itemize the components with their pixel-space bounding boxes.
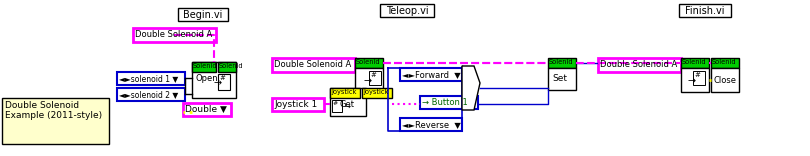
Text: ◄►solenoid 1 ▼: ◄►solenoid 1 ▼ xyxy=(119,74,178,83)
FancyBboxPatch shape xyxy=(362,88,392,98)
Text: ◄►solenoid 2 ▼: ◄►solenoid 2 ▼ xyxy=(119,90,178,99)
Text: #: # xyxy=(370,72,376,78)
Text: Close: Close xyxy=(713,76,736,85)
Text: Joystick: Joystick xyxy=(331,89,356,95)
Text: #: # xyxy=(694,72,700,78)
FancyBboxPatch shape xyxy=(192,62,236,98)
Text: Joystick 1: Joystick 1 xyxy=(274,100,318,109)
Text: ◄►Forward  ▼: ◄►Forward ▼ xyxy=(402,70,461,79)
FancyBboxPatch shape xyxy=(679,4,731,17)
Text: Double ▼: Double ▼ xyxy=(185,105,227,114)
FancyBboxPatch shape xyxy=(548,68,576,90)
FancyBboxPatch shape xyxy=(332,100,342,112)
Text: →: → xyxy=(214,78,222,88)
Text: Double Solenoid A: Double Solenoid A xyxy=(600,60,677,69)
FancyBboxPatch shape xyxy=(681,58,709,68)
FancyBboxPatch shape xyxy=(598,58,681,72)
FancyBboxPatch shape xyxy=(711,68,739,92)
FancyBboxPatch shape xyxy=(2,98,109,144)
FancyBboxPatch shape xyxy=(380,4,434,17)
Text: →: → xyxy=(364,76,372,86)
Text: Double Solenoid
Example (2011-style): Double Solenoid Example (2011-style) xyxy=(5,101,102,120)
FancyBboxPatch shape xyxy=(272,98,324,111)
Text: Solenid: Solenid xyxy=(193,63,218,69)
FancyBboxPatch shape xyxy=(420,96,478,109)
Text: #: # xyxy=(333,101,339,106)
FancyBboxPatch shape xyxy=(178,8,228,21)
FancyBboxPatch shape xyxy=(218,74,230,90)
FancyBboxPatch shape xyxy=(218,62,236,72)
Text: Double Solenoid A: Double Solenoid A xyxy=(135,30,212,39)
Text: Begin.vi: Begin.vi xyxy=(183,10,223,20)
Text: Teleop.vi: Teleop.vi xyxy=(386,6,428,16)
Text: Joystick: Joystick xyxy=(363,89,388,95)
FancyBboxPatch shape xyxy=(355,68,383,92)
FancyBboxPatch shape xyxy=(272,58,355,72)
FancyBboxPatch shape xyxy=(681,68,709,92)
Text: Solenid: Solenid xyxy=(549,59,573,65)
Text: Get: Get xyxy=(340,100,355,109)
FancyBboxPatch shape xyxy=(183,103,231,116)
Text: →: → xyxy=(688,76,696,86)
FancyBboxPatch shape xyxy=(369,71,381,85)
Text: Solenid: Solenid xyxy=(356,59,381,65)
Polygon shape xyxy=(462,66,480,110)
Text: Solenid: Solenid xyxy=(682,59,706,65)
Text: Open: Open xyxy=(195,74,218,83)
Text: Solenid: Solenid xyxy=(712,59,736,65)
FancyBboxPatch shape xyxy=(192,62,216,72)
Text: →: → xyxy=(344,102,351,111)
FancyBboxPatch shape xyxy=(548,58,576,68)
Text: Double Solenoid A: Double Solenoid A xyxy=(274,60,352,69)
Text: #: # xyxy=(219,75,225,81)
Text: ◄►Reverse  ▼: ◄►Reverse ▼ xyxy=(402,120,461,129)
FancyBboxPatch shape xyxy=(400,118,462,131)
FancyBboxPatch shape xyxy=(133,28,216,42)
Text: Set: Set xyxy=(552,74,567,83)
FancyBboxPatch shape xyxy=(400,68,462,81)
FancyBboxPatch shape xyxy=(330,88,360,98)
FancyBboxPatch shape xyxy=(117,88,185,101)
FancyBboxPatch shape xyxy=(355,58,383,68)
FancyBboxPatch shape xyxy=(693,71,705,85)
Text: → Button 1: → Button 1 xyxy=(422,98,467,107)
FancyBboxPatch shape xyxy=(711,58,739,68)
FancyBboxPatch shape xyxy=(117,72,185,85)
Text: Finish.vi: Finish.vi xyxy=(685,6,725,16)
FancyBboxPatch shape xyxy=(330,88,366,116)
Text: Solenid: Solenid xyxy=(219,63,244,69)
